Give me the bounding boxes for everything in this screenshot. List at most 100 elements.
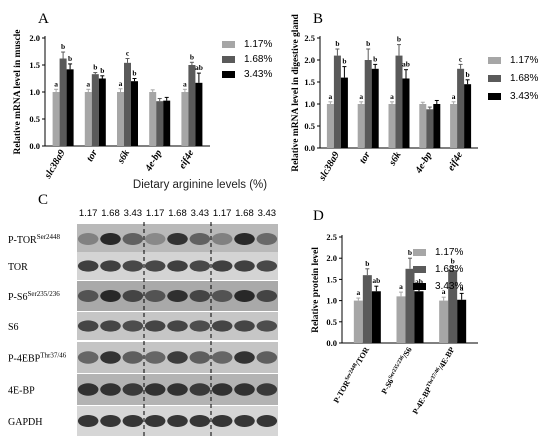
bar	[52, 92, 60, 146]
blot-band	[211, 415, 233, 427]
bar	[84, 92, 92, 146]
legend-swatch	[413, 266, 426, 273]
y-tick-label: 2.0	[29, 33, 40, 43]
bar	[124, 62, 131, 147]
blot-band	[256, 320, 278, 332]
significance-letter: c	[126, 49, 130, 58]
bar	[340, 77, 348, 148]
significance-letter: b	[335, 39, 339, 48]
significance-letter: b	[68, 54, 72, 63]
y-tick-label: 2.0	[304, 55, 315, 65]
bar	[464, 84, 472, 148]
bar	[181, 92, 189, 146]
y-tick-label: 1.0	[304, 99, 315, 109]
bar	[457, 68, 465, 148]
bar	[395, 55, 403, 148]
x-tick-label: s6k	[387, 150, 404, 168]
significance-letter: b	[397, 35, 401, 44]
lane-label: 1.68	[168, 208, 187, 219]
blot-band	[100, 233, 121, 245]
lane-label: 1.68	[101, 208, 120, 219]
x-tick-label: slc38a9	[316, 150, 342, 183]
bar	[450, 104, 458, 148]
blot-band	[100, 260, 121, 272]
legend-swatch	[488, 93, 501, 100]
blot-band	[122, 233, 144, 245]
bar	[91, 74, 99, 146]
significance-letter: a	[183, 79, 187, 88]
significance-letter: b	[100, 66, 104, 75]
y-axis-label: Relative protein level	[311, 247, 321, 333]
blot-lane-labels: 1.17 1.68 3.43 1.17 1.68 3.43 1.17 1.68 3.43	[79, 208, 276, 219]
legend-swatch	[222, 41, 235, 48]
significance-letter: b	[366, 39, 370, 48]
significance-letter: b	[466, 70, 470, 79]
legend-label: 1.17%	[244, 39, 272, 50]
y-tick-label: 0.5	[29, 114, 40, 124]
blot-row-label: P-S6Ser235/236	[8, 290, 60, 303]
blot-band	[167, 415, 188, 427]
blot-band	[100, 290, 121, 302]
legend-swatch	[488, 75, 501, 82]
blot-band	[144, 383, 166, 396]
x-tick-label: tor	[357, 150, 372, 166]
bar	[457, 299, 467, 343]
blot-band	[167, 383, 188, 396]
blot-band	[144, 233, 166, 245]
y-axis-label: Relative mRNA level in muscle	[13, 29, 23, 154]
significance-letter: a	[390, 92, 394, 101]
blot-band	[144, 351, 166, 364]
bar	[163, 100, 171, 146]
chart-a-muscle-mrna: 0.0 0.5 1.0 1.5 2.0 Relative mRNA level in mu…	[13, 29, 272, 181]
blot-row-label: GAPDH	[8, 417, 42, 428]
blot-band	[189, 320, 211, 332]
blot-band	[234, 233, 255, 245]
blot-band	[211, 351, 233, 364]
blot-band	[100, 320, 121, 332]
significance-letter: a	[86, 79, 90, 88]
bar	[396, 296, 406, 343]
blot-band	[77, 260, 99, 272]
significance-letter: a	[329, 92, 333, 101]
lane-label: 3.43	[191, 208, 210, 219]
blot-band	[189, 415, 211, 427]
significance-letter: a	[359, 92, 363, 101]
bar	[59, 58, 67, 146]
significance-letter: b	[342, 57, 346, 66]
blot-band	[234, 290, 255, 302]
panel-letter-b: B	[313, 11, 323, 27]
blot-row-label: P-4EBPThr37/46	[8, 352, 67, 365]
legend-swatch	[222, 71, 235, 78]
significance-letter: b	[132, 69, 136, 78]
y-tick-label: 0.0	[304, 143, 315, 153]
legend-label: 3.43%	[435, 281, 463, 292]
y-tick-label: 1.0	[326, 296, 337, 306]
blot-band	[211, 383, 233, 396]
bar	[362, 275, 372, 343]
y-tick-label: 2.5	[304, 33, 315, 43]
blot-band	[189, 290, 211, 302]
blot-band	[234, 320, 255, 332]
blot-band	[256, 260, 278, 272]
blot-band	[256, 233, 278, 245]
x-tick-label: P-S6Ser235/236/S6	[380, 346, 414, 396]
blot-band	[122, 260, 144, 272]
blot-band	[167, 290, 188, 302]
panel-letter-c: C	[38, 192, 48, 208]
bar	[131, 81, 138, 146]
blot-band	[77, 290, 99, 302]
significance-letter: a	[54, 79, 58, 88]
blot-band	[144, 320, 166, 332]
blot-row-label: TOR	[8, 262, 28, 273]
blot-row-label: P-TORSer2448	[8, 233, 61, 246]
y-tick-label: 2.0	[326, 253, 337, 263]
bar	[388, 104, 396, 148]
blot-band	[211, 290, 233, 302]
bar	[117, 92, 124, 146]
bar	[414, 291, 424, 343]
blot-band	[167, 233, 188, 245]
x-tick-label: slc38a9	[42, 148, 68, 181]
significance-letter: c	[459, 54, 463, 63]
significance-letter: b	[61, 42, 65, 51]
blot-band	[144, 290, 166, 302]
